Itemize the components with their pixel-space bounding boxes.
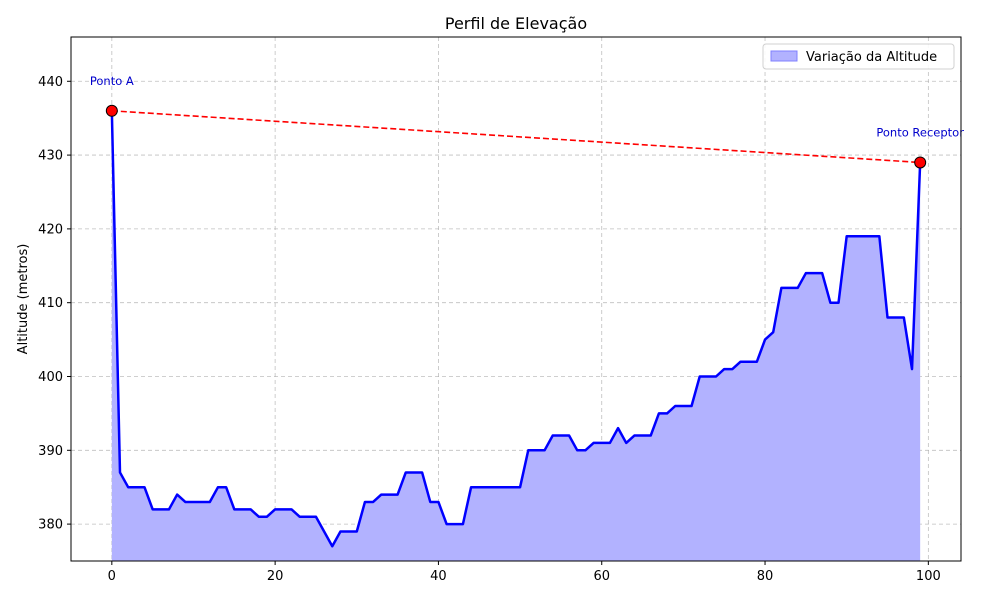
legend-label: Variação da Altitude <box>806 50 937 65</box>
y-tick-label: 440 <box>38 75 63 90</box>
chart-title: Perfil de Elevação <box>445 14 587 33</box>
x-tick-label: 20 <box>267 569 284 584</box>
x-tick-label: 80 <box>757 569 774 584</box>
x-tick-label: 100 <box>916 569 941 584</box>
legend: Variação da Altitude <box>762 43 955 70</box>
altitude-area <box>111 110 921 562</box>
plot-area: Ponto A Ponto Receptor <box>90 74 964 562</box>
y-tick-label: 380 <box>38 518 63 533</box>
y-tick-label: 410 <box>38 296 63 311</box>
endpoint-marker <box>914 156 927 169</box>
x-tick-label: 60 <box>593 569 610 584</box>
x-tick-label: 40 <box>430 569 447 584</box>
axis-ticks: 0 20 40 60 80 100 380 390 400 410 420 430 440 <box>38 75 941 584</box>
x-tick-label: 0 <box>108 569 116 584</box>
legend-box <box>762 43 955 70</box>
endpoint-label: Ponto A <box>90 74 134 88</box>
y-axis-label: Altitude (metros) <box>16 244 31 355</box>
endpoint-marker <box>105 104 118 117</box>
plot-frame <box>70 36 962 562</box>
legend-swatch <box>770 50 798 62</box>
y-tick-label: 430 <box>38 149 63 164</box>
y-tick-label: 420 <box>38 222 63 237</box>
y-tick-label: 400 <box>38 370 63 385</box>
altitude-line <box>110 110 922 548</box>
y-tick-label: 390 <box>38 444 63 459</box>
endpoint-label: Ponto Receptor <box>876 125 964 139</box>
